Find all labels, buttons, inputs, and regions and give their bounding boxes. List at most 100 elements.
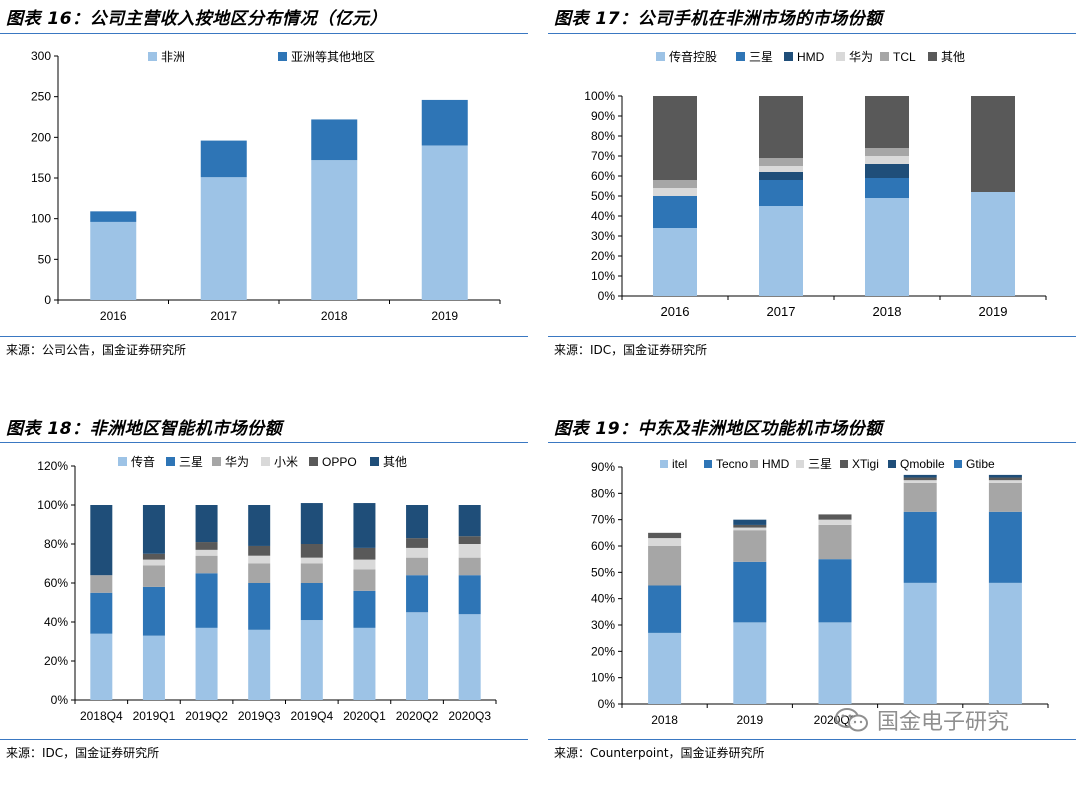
title-rule — [0, 33, 528, 34]
y-tick-label: 250 — [31, 90, 51, 104]
x-tick-label: 2016 — [100, 309, 127, 323]
bar-2019Q2-series-4 — [195, 542, 218, 550]
bar-2019Q3-series-1 — [248, 583, 271, 630]
bar-2019Q3-series-3 — [248, 555, 271, 564]
y-tick-label: 0% — [51, 693, 69, 707]
bar-2019Q4-series-1 — [300, 583, 323, 621]
x-tick-label: 2018 — [873, 304, 902, 319]
bar-2020Q4-series-5 — [988, 474, 1022, 478]
bar-2018-series-4 — [865, 148, 909, 156]
y-tick-label: 200 — [31, 130, 51, 144]
legend-swatch — [261, 457, 270, 466]
bar-2020Q2-series-2 — [818, 524, 852, 560]
bar-2019Q1-series-0 — [142, 635, 165, 700]
legend-label: 华为 — [849, 50, 873, 64]
y-tick-label: 30% — [591, 618, 615, 632]
source-rule — [548, 336, 1076, 337]
x-tick-label: 2020Q1 — [343, 709, 386, 723]
x-tick-label: 2019Q2 — [185, 709, 228, 723]
bar-2019-series-2 — [733, 530, 767, 562]
legend-swatch — [954, 460, 962, 468]
bar-2020Q2-series-3 — [818, 519, 852, 525]
bar-2020Q1-series-0 — [353, 627, 376, 700]
bar-2020Q1-series-5 — [353, 503, 376, 548]
bar-2018-series-2 — [865, 164, 909, 178]
y-tick-label: 40% — [44, 615, 68, 629]
bar-2016-series-0 — [653, 228, 697, 296]
africa-smartphone-share-chart: 0% 20% 40% 60% 80% 100% 120% 2018Q4 2019Q1 2019Q2… — [37, 454, 497, 723]
x-tick-label: 2016 — [661, 304, 690, 319]
bar-2016-series-0 — [90, 221, 137, 300]
bar-2019Q3-series-0 — [248, 629, 271, 700]
y-tick-label: 40% — [591, 592, 615, 606]
x-tick-label: 2020Q3 — [448, 709, 491, 723]
bar-2017-series-5 — [759, 96, 803, 158]
bar-2019Q3-series-4 — [248, 545, 271, 556]
bar-2020Q2-series-1 — [818, 559, 852, 623]
legend-swatch — [750, 460, 758, 468]
source-note: 来源：IDC，国金证券研究所 — [6, 746, 160, 760]
y-tick-label: 100 — [31, 212, 51, 226]
x-tick-label: 2019Q3 — [238, 709, 281, 723]
legend-label: 传音 — [131, 454, 155, 469]
y-tick-label: 10% — [591, 269, 615, 283]
y-tick-label: 90% — [591, 109, 615, 123]
legend-swatch — [212, 457, 221, 466]
panel-title: 图表 19：中东及非洲地区功能机市场份额 — [554, 419, 883, 439]
bar-2019-series-5 — [733, 519, 767, 525]
y-tick-label: 80% — [44, 537, 68, 551]
title-rule — [0, 442, 528, 443]
bar-2019Q4-series-3 — [300, 557, 323, 564]
bar-2018-series-2 — [648, 546, 682, 586]
watermark: 国金电子研究 — [835, 702, 1009, 738]
bar-2018-series-4 — [648, 532, 682, 539]
revenue-by-region-chart: 0 50 100 150 200 250 300 2016 2017 2018 2019 非洲 亚洲等其… — [31, 49, 501, 323]
y-tick-label: 80% — [591, 486, 615, 500]
panel-title: 图表 16：公司主营收入按地区分布情况（亿元） — [6, 9, 388, 29]
bar-2018-series-1 — [865, 178, 909, 198]
bar-2017-series-3 — [759, 166, 803, 172]
bar-2020Q4-series-2 — [988, 482, 1022, 512]
y-tick-label: 300 — [31, 49, 51, 63]
bar-2018-series-3 — [648, 538, 682, 546]
bar-2020Q4-series-0 — [988, 582, 1022, 704]
chart-panel-18: 图表 18：非洲地区智能机市场份额 0% 20% 40% 60% 80% 100% 120%… — [0, 410, 528, 790]
bar-2020Q3-series-1 — [903, 511, 937, 583]
x-tick-label: 2019 — [736, 713, 763, 727]
y-tick-label: 60% — [591, 539, 615, 553]
bar-2018Q4-series-5 — [90, 505, 113, 576]
bar-2020Q2-series-0 — [818, 622, 852, 704]
legend-label: OPPO — [322, 455, 357, 469]
bar-2020Q4-series-4 — [988, 477, 1022, 481]
bar-2020Q1-series-4 — [353, 547, 376, 560]
bar-2020Q2-series-4 — [818, 514, 852, 520]
bar-2017-series-0 — [759, 206, 803, 296]
bar-2020Q2-series-5 — [406, 505, 429, 539]
legend-label: 三星 — [808, 457, 832, 471]
legend-label: Gtibe — [966, 457, 995, 471]
legend-label: HMD — [762, 457, 790, 471]
bar-2017-series-1 — [200, 140, 247, 178]
legend-swatch — [796, 460, 804, 468]
y-tick-label: 90% — [591, 460, 615, 474]
bar-2019-series-5 — [971, 96, 1015, 192]
legend-swatch — [784, 52, 793, 61]
source-rule — [548, 739, 1076, 740]
bar-2020Q1-series-2 — [353, 569, 376, 591]
legend-swatch — [166, 457, 175, 466]
x-tick-label: 2019Q4 — [290, 709, 333, 723]
y-tick-label: 40% — [591, 209, 615, 223]
y-tick-label: 120% — [37, 459, 68, 473]
legend-swatch — [118, 457, 127, 466]
source-rule — [0, 739, 528, 740]
bar-2016-series-4 — [653, 180, 697, 188]
legend-label: Qmobile — [900, 457, 945, 471]
x-tick-label: 2017 — [210, 309, 237, 323]
legend-label: itel — [672, 457, 687, 471]
legend-swatch — [736, 52, 745, 61]
source-note: 来源：公司公告，国金证券研究所 — [6, 343, 187, 357]
bar-2019-series-3 — [733, 527, 767, 531]
source-rule — [0, 336, 528, 337]
bar-2020Q3-series-2 — [458, 557, 481, 576]
legend-label: TCL — [893, 50, 916, 64]
